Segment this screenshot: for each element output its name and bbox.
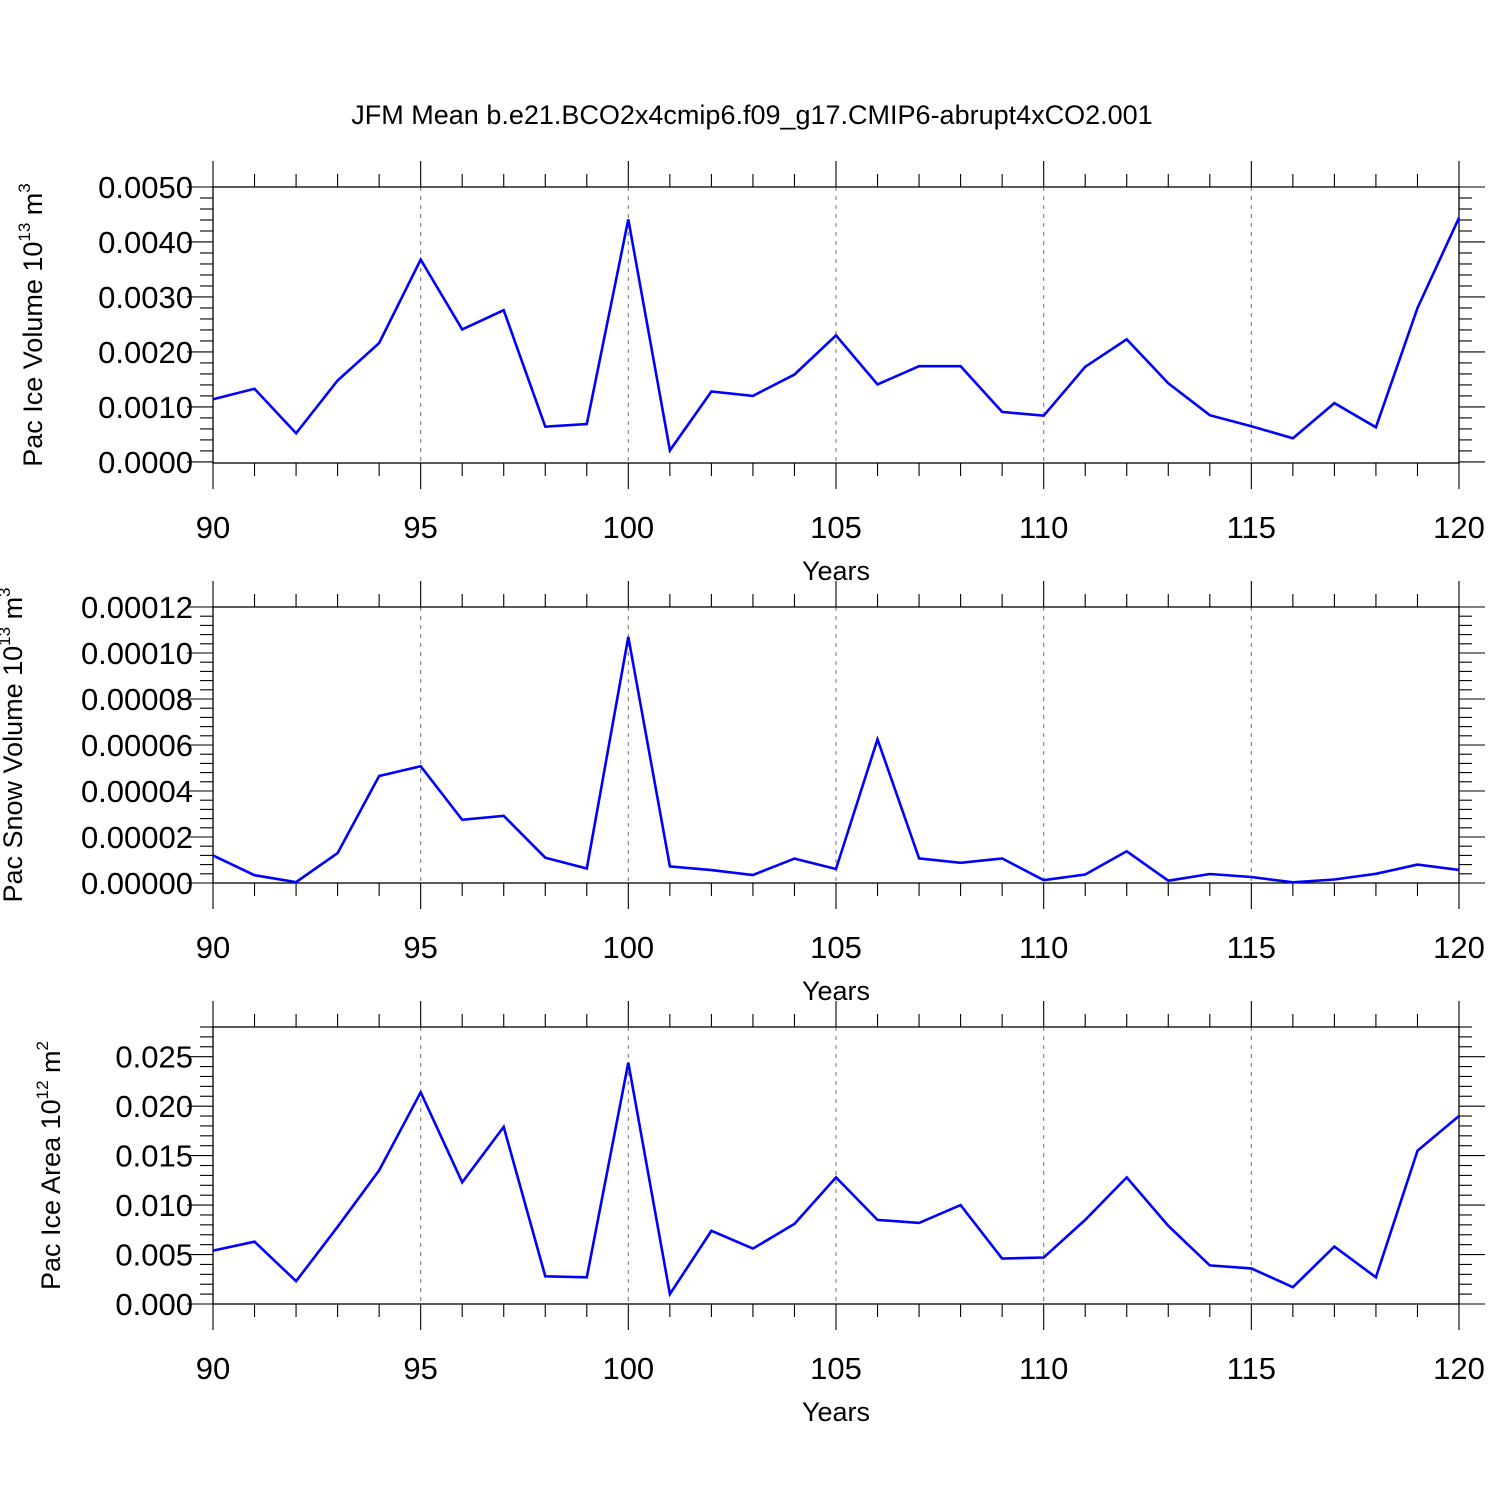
chart-panel-1: 90 95 100 105 110 115 120 0.0000 0.0010 0.0020 0.0… [15, 161, 1485, 586]
y-tick-label: 0.00000 [81, 866, 193, 901]
y-tick-label: 0.015 [115, 1139, 193, 1174]
y-tick-label: 0.020 [115, 1089, 193, 1124]
x-tick-label: 110 [1019, 510, 1068, 545]
series-line [212, 636, 1460, 884]
x-tick-label: 115 [1227, 930, 1276, 965]
x-tick-label: 115 [1227, 510, 1276, 545]
x-tick-label: 115 [1227, 1351, 1276, 1386]
x-axis-label: Years [802, 1397, 870, 1427]
x-tick-label: 90 [196, 930, 230, 965]
x-tick-label: 95 [403, 510, 437, 545]
y-tick-label: 0.00006 [81, 728, 193, 763]
x-tick-label: 110 [1019, 930, 1068, 965]
x-tick-label: 90 [196, 510, 230, 545]
y-tick-label: 0.0000 [98, 445, 193, 480]
x-tick-label: 100 [602, 1351, 654, 1386]
chart-panel-3: 90 95 100 105 110 115 120 0.000 0.005 0.010 0.015 0… [33, 1001, 1485, 1427]
y-axis-label: Pac Ice Area 1012 m2 [33, 1041, 66, 1290]
x-tick-label: 95 [403, 1351, 437, 1386]
x-tick-label: 95 [403, 930, 437, 965]
x-tick-label: 120 [1433, 1351, 1485, 1386]
y-tick-label: 0.025 [115, 1040, 193, 1075]
series-line [212, 1062, 1460, 1298]
x-tick-label: 90 [196, 1351, 230, 1386]
y-axis-label: Pac Snow Volume 1013 m3 [0, 587, 28, 902]
y-tick-label: 0.0020 [98, 335, 193, 370]
y-tick-label: 0.010 [115, 1188, 193, 1223]
y-tick-label: 0.0010 [98, 390, 193, 425]
y-tick-label: 0.00002 [81, 820, 193, 855]
x-tick-label: 120 [1433, 930, 1485, 965]
y-tick-label: 0.000 [115, 1287, 193, 1322]
series-line [212, 217, 1461, 454]
panels: 90 95 100 105 110 115 120 0.0000 0.0010 0.0020 0.0… [0, 161, 1485, 1427]
x-tick-label: 105 [810, 1351, 862, 1386]
x-tick-label: 105 [810, 930, 862, 965]
figure-title: JFM Mean b.e21.BCO2x4cmip6.f09_g17.CMIP6… [351, 100, 1152, 130]
y-tick-label: 0.00004 [81, 774, 193, 809]
x-tick-label: 110 [1019, 1351, 1068, 1386]
y-tick-label: 0.00008 [81, 682, 193, 717]
x-tick-label: 100 [602, 930, 654, 965]
x-tick-label: 100 [602, 510, 654, 545]
chart-panel-2: 90 95 100 105 110 115 120 0.00000 0.00002 0.00004… [0, 581, 1485, 1006]
x-tick-label: 120 [1433, 510, 1485, 545]
y-tick-label: 0.005 [115, 1238, 193, 1273]
x-tick-label: 105 [810, 510, 862, 545]
y-axis-label: Pac Ice Volume 1013 m3 [15, 183, 48, 467]
y-tick-label: 0.0040 [98, 225, 193, 260]
y-tick-label: 0.0030 [98, 280, 193, 315]
y-tick-label: 0.0050 [98, 170, 193, 205]
y-tick-label: 0.00012 [81, 590, 193, 625]
y-tick-label: 0.00010 [81, 636, 193, 671]
